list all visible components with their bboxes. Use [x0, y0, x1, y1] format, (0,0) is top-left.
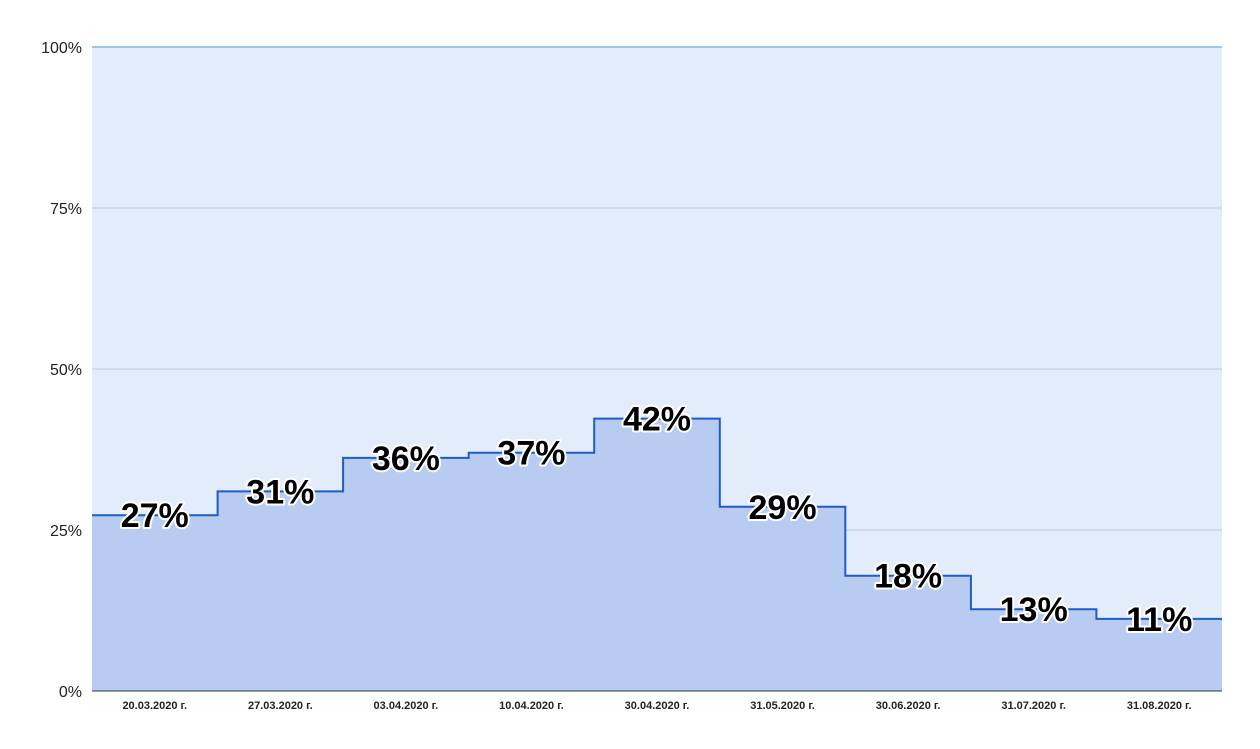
y-tick-label: 25%	[50, 523, 82, 540]
series-area	[92, 418, 1222, 691]
x-axis-tick-labels: 20.03.2020 г. 27.03.2020 г. 03.04.2020 г. 1…	[122, 700, 1191, 712]
x-tick-label: 30.06.2020 г.	[876, 700, 941, 712]
x-tick-label: 30.04.2020 г.	[625, 700, 690, 712]
series-line	[92, 417, 1222, 620]
y-tick-label: 100%	[41, 40, 82, 57]
x-tick-label: 20.03.2020 г.	[122, 700, 187, 712]
x-tick-label: 03.04.2020 г.	[374, 700, 439, 712]
y-tick-label: 50%	[50, 362, 82, 379]
data-labels: 27% 31% 36% 37% 42% 29% 18% 13% 11%	[119, 399, 1195, 641]
data-label: 27%	[121, 497, 189, 535]
x-tick-label: 31.07.2020 г.	[1001, 700, 1066, 712]
data-label: 42%	[623, 401, 691, 439]
data-label: 37%	[497, 435, 565, 473]
x-tick-label: 27.03.2020 г.	[248, 700, 313, 712]
data-label: 36%	[372, 440, 440, 478]
data-label: 29%	[749, 489, 817, 527]
data-label: 31%	[246, 473, 314, 511]
y-tick-label: 0%	[59, 684, 82, 701]
x-tick-label: 31.08.2020 г.	[1127, 700, 1192, 712]
x-tick-label: 31.05.2020 г.	[750, 700, 815, 712]
y-axis-tick-labels: 0% 25% 50% 75% 100%	[41, 40, 82, 701]
y-tick-label: 75%	[50, 201, 82, 218]
data-label: 18%	[874, 558, 942, 596]
x-tick-label: 10.04.2020 г.	[499, 700, 564, 712]
data-label: 13%	[1000, 591, 1068, 629]
data-label: 11%	[1126, 601, 1192, 639]
